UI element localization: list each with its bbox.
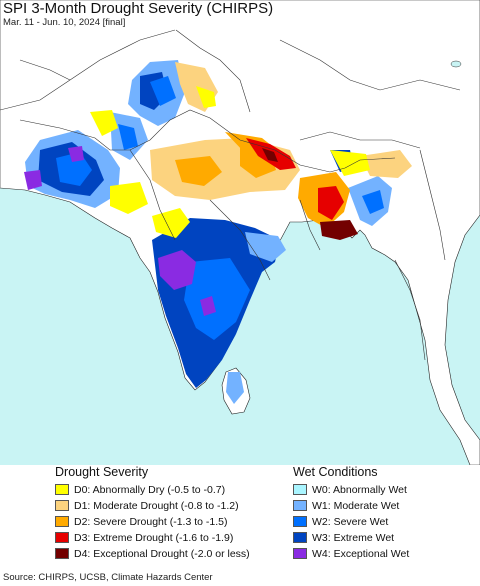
legend-heading: Wet Conditions bbox=[293, 465, 378, 479]
legend-label: W3: Extreme Wet bbox=[312, 531, 395, 544]
swatch bbox=[55, 532, 69, 543]
swatch bbox=[293, 532, 307, 543]
legend-label: D2: Severe Drought (-1.3 to -1.5) bbox=[74, 515, 228, 528]
legend-label: W2: Severe Wet bbox=[312, 515, 389, 528]
drought-map bbox=[0, 0, 480, 465]
legend-label: W0: Abnormally Wet bbox=[312, 483, 407, 496]
legend-item: W3: Extreme Wet bbox=[293, 530, 394, 545]
legend-item: W2: Severe Wet bbox=[293, 514, 388, 529]
source-credit: Source: CHIRPS, UCSB, Climate Hazards Ce… bbox=[3, 572, 213, 583]
swatch bbox=[55, 500, 69, 511]
legend-label: W1: Moderate Wet bbox=[312, 499, 400, 512]
legend-item: D2: Severe Drought (-1.3 to -1.5) bbox=[55, 514, 228, 529]
legend-item: D1: Moderate Drought (-0.8 to -1.2) bbox=[55, 498, 239, 513]
legend-item: W1: Moderate Wet bbox=[293, 498, 399, 513]
legend-label: W4: Exceptional Wet bbox=[312, 547, 410, 560]
lake bbox=[450, 60, 462, 68]
legend-item: W4: Exceptional Wet bbox=[293, 546, 409, 561]
map-title: SPI 3-Month Drought Severity (CHIRPS) bbox=[3, 0, 274, 17]
swatch bbox=[293, 500, 307, 511]
swatch bbox=[55, 484, 69, 495]
map-area: SPI 3-Month Drought Severity (CHIRPS) Ma… bbox=[0, 0, 480, 465]
legend-heading: Drought Severity bbox=[55, 465, 149, 479]
swatch bbox=[55, 516, 69, 527]
legend-item: D4: Exceptional Drought (-2.0 or less) bbox=[55, 546, 250, 561]
legend-label: D1: Moderate Drought (-0.8 to -1.2) bbox=[74, 499, 239, 512]
swatch bbox=[293, 484, 307, 495]
legend-item: D0: Abnormally Dry (-0.5 to -0.7) bbox=[55, 482, 225, 497]
wet-regions bbox=[24, 60, 392, 404]
legend-label: D4: Exceptional Drought (-2.0 or less) bbox=[74, 547, 250, 560]
drought-regions bbox=[90, 62, 412, 240]
map-subtitle: Mar. 11 - Jun. 10, 2024 [final] bbox=[3, 17, 126, 28]
legend-label: D3: Extreme Drought (-1.6 to -1.9) bbox=[74, 531, 234, 544]
swatch bbox=[293, 548, 307, 559]
boundaries bbox=[0, 29, 461, 361]
legend-label: D0: Abnormally Dry (-0.5 to -0.7) bbox=[74, 483, 226, 496]
swatch bbox=[293, 516, 307, 527]
legend-item: D3: Extreme Drought (-1.6 to -1.9) bbox=[55, 530, 233, 545]
swatch bbox=[55, 548, 69, 559]
legend-item: W0: Abnormally Wet bbox=[293, 482, 407, 497]
